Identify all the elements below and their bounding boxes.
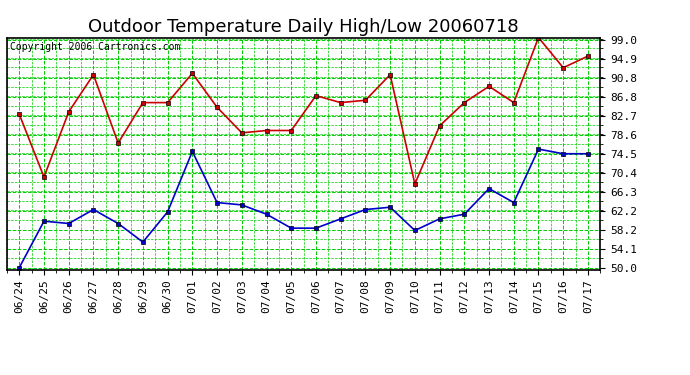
Text: Copyright 2006 Cartronics.com: Copyright 2006 Cartronics.com xyxy=(10,42,180,52)
Title: Outdoor Temperature Daily High/Low 20060718: Outdoor Temperature Daily High/Low 20060… xyxy=(88,18,519,36)
